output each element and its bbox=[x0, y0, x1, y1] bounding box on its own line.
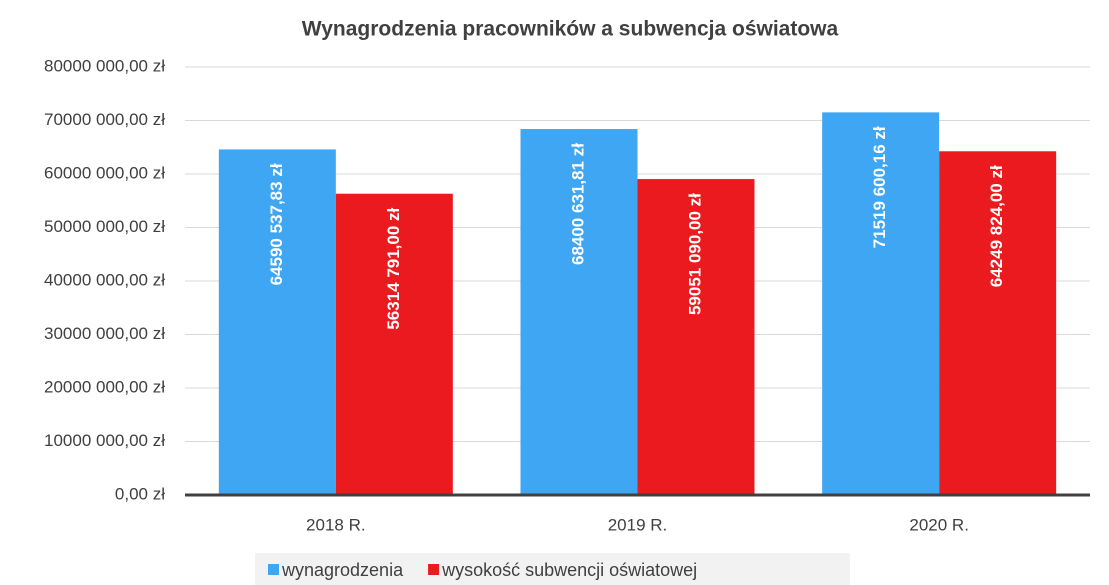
legend-box bbox=[255, 553, 850, 585]
y-tick-label: 70000 000,00 zł bbox=[44, 110, 165, 129]
value-label: 56314 791,00 zł bbox=[384, 207, 403, 329]
y-tick-label: 0,00 zł bbox=[115, 484, 165, 503]
bar bbox=[939, 151, 1057, 496]
y-tick-label: 80000 000,00 zł bbox=[44, 56, 165, 75]
bar bbox=[335, 193, 453, 495]
y-tick-label: 30000 000,00 zł bbox=[44, 324, 165, 343]
y-tick-label: 50000 000,00 zł bbox=[44, 217, 165, 236]
y-tick-label: 40000 000,00 zł bbox=[44, 270, 165, 289]
value-label: 64590 537,83 zł bbox=[267, 163, 286, 285]
value-label: 59051 090,00 zł bbox=[685, 193, 704, 315]
y-tick-label: 20000 000,00 zł bbox=[44, 377, 165, 396]
legend-label: wysokość subwencji oświatowej bbox=[441, 560, 697, 580]
y-tick-label: 60000 000,00 zł bbox=[44, 163, 165, 182]
bar bbox=[218, 149, 336, 496]
value-label: 64249 824,00 zł bbox=[987, 165, 1006, 287]
legend-swatch bbox=[428, 564, 440, 575]
value-label: 71519 600,16 zł bbox=[870, 126, 889, 248]
value-label: 68400 631,81 zł bbox=[568, 143, 587, 265]
legend-label: wynagrodzenia bbox=[281, 560, 404, 580]
x-tick-label: 2018 R. bbox=[306, 515, 366, 534]
bar bbox=[637, 179, 755, 496]
bar bbox=[520, 129, 638, 495]
legend-swatch bbox=[268, 564, 279, 575]
bar bbox=[822, 112, 940, 495]
y-tick-label: 10000 000,00 zł bbox=[44, 431, 165, 450]
x-tick-label: 2020 R. bbox=[909, 515, 969, 534]
x-tick-label: 2019 R. bbox=[608, 515, 668, 534]
chart-title: Wynagrodzenia pracowników a subwencja oś… bbox=[302, 18, 839, 41]
